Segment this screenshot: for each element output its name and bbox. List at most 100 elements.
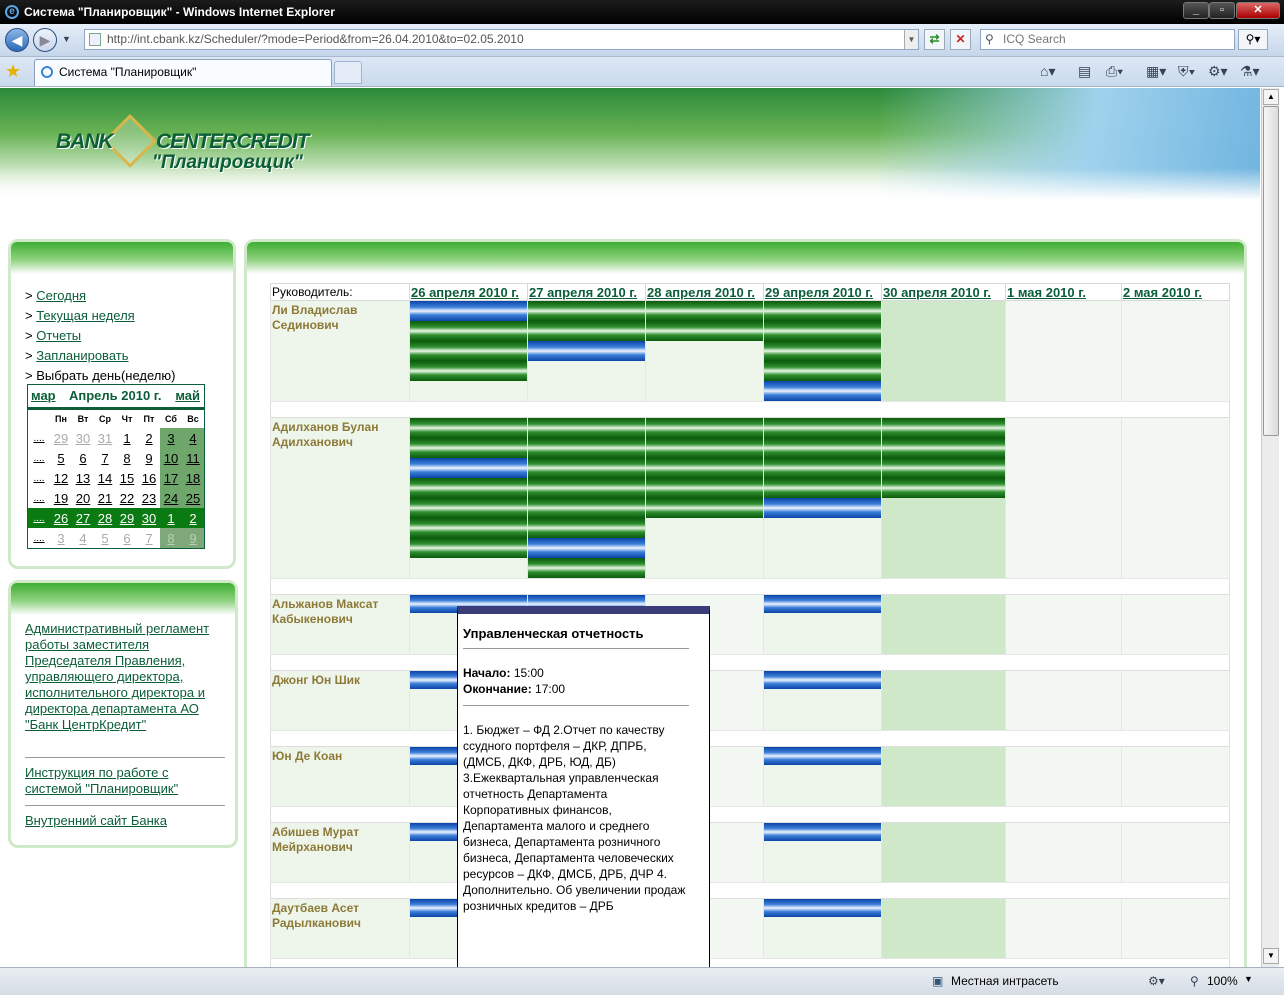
feeds-icon[interactable]: ▤ <box>1078 63 1092 79</box>
nav-item-today[interactable]: > Сегодня <box>25 288 87 303</box>
calendar-day[interactable]: 4 <box>182 428 204 448</box>
event-block-green[interactable] <box>764 478 881 498</box>
schedule-cell[interactable] <box>1005 670 1122 731</box>
schedule-cell[interactable] <box>1121 594 1230 655</box>
calendar-day[interactable]: 8 <box>123 450 131 466</box>
event-block-green[interactable] <box>764 438 881 458</box>
calendar-day[interactable]: 1 <box>160 508 182 528</box>
security-zone[interactable]: Местная интрасеть <box>951 974 1059 988</box>
calendar-day[interactable]: 5 <box>57 450 65 466</box>
day-header[interactable]: 2 мая 2010 г. <box>1121 283 1230 301</box>
event-block-green[interactable] <box>528 418 645 438</box>
schedule-cell[interactable] <box>1005 822 1122 883</box>
new-tab-button[interactable] <box>334 61 362 84</box>
event-block-green[interactable] <box>410 341 527 361</box>
event-block-green[interactable] <box>646 478 763 498</box>
calendar-day[interactable]: 12 <box>53 470 69 486</box>
event-block-blue[interactable] <box>528 341 645 361</box>
calendar-day[interactable]: 22 <box>119 490 135 506</box>
calendar-day[interactable]: 26 <box>50 508 72 528</box>
calendar-day[interactable]: 23 <box>141 490 157 506</box>
event-block-green[interactable] <box>528 558 645 578</box>
calendar-week-link[interactable]: .... <box>33 492 45 504</box>
schedule-cell[interactable] <box>527 300 646 402</box>
back-button[interactable]: ◀ <box>5 28 29 52</box>
calendar-day[interactable]: 6 <box>123 530 131 546</box>
calendar-week-link[interactable]: .... <box>33 472 45 484</box>
calendar-day[interactable]: 7 <box>145 530 153 546</box>
schedule-cell[interactable] <box>1121 898 1230 959</box>
schedule-cell[interactable] <box>881 300 1006 402</box>
calendar-day[interactable]: 29 <box>116 508 138 528</box>
protected-mode-icon[interactable]: ⚙▾ <box>1148 974 1165 988</box>
calendar-week-link[interactable]: .... <box>33 532 45 544</box>
calendar-day[interactable]: 17 <box>160 468 182 488</box>
day-header[interactable]: 30 апреля 2010 г. <box>881 283 1006 301</box>
calendar-prev-month[interactable]: мар <box>31 388 56 403</box>
close-window-button[interactable]: ✕ <box>1236 2 1280 19</box>
schedule-cell[interactable] <box>763 670 882 731</box>
calendar-day[interactable]: 2 <box>182 508 204 528</box>
event-block-green[interactable] <box>764 341 881 361</box>
schedule-cell[interactable] <box>645 417 764 579</box>
calendar-week-link[interactable]: .... <box>33 432 45 444</box>
event-block-green[interactable] <box>882 478 1005 498</box>
schedule-cell[interactable] <box>409 417 528 579</box>
calendar-day[interactable]: 21 <box>97 490 113 506</box>
schedule-cell[interactable] <box>881 417 1006 579</box>
nav-item-week[interactable]: > Текущая неделя <box>25 308 135 323</box>
event-block-green[interactable] <box>528 458 645 478</box>
favorites-star-icon[interactable]: ★ <box>5 61 22 81</box>
calendar-day[interactable]: 30 <box>75 430 91 446</box>
recent-pages-dropdown[interactable]: ▼ <box>62 34 71 44</box>
calendar-day[interactable]: 16 <box>141 470 157 486</box>
event-block-green[interactable] <box>410 478 527 498</box>
event-block-green[interactable] <box>646 458 763 478</box>
scroll-down-button[interactable]: ▼ <box>1263 948 1279 964</box>
event-block-green[interactable] <box>528 478 645 498</box>
refresh-icon[interactable]: ⇄ <box>924 29 945 50</box>
home-icon[interactable]: ⌂▾ <box>1040 63 1056 79</box>
tools-gear-icon[interactable]: ⚙▾ <box>1208 63 1228 79</box>
event-block-green[interactable] <box>764 361 881 381</box>
calendar-day[interactable]: 2 <box>145 430 153 446</box>
link-instruction[interactable]: Инструкция по работе с системой "Планиро… <box>25 765 179 796</box>
event-block-green[interactable] <box>764 418 881 438</box>
event-block-green[interactable] <box>646 418 763 438</box>
print-icon[interactable]: ⎙▾ <box>1106 63 1124 79</box>
calendar-day[interactable]: 7 <box>101 450 109 466</box>
calendar-day[interactable]: 15 <box>119 470 135 486</box>
calendar-day[interactable]: 10 <box>160 448 182 468</box>
schedule-cell[interactable] <box>763 417 882 579</box>
event-block-green[interactable] <box>528 321 645 341</box>
calendar-day[interactable]: 24 <box>160 488 182 508</box>
schedule-cell[interactable] <box>1121 670 1230 731</box>
schedule-cell[interactable] <box>1005 594 1122 655</box>
event-block-green[interactable] <box>528 438 645 458</box>
calendar-day[interactable]: 5 <box>101 530 109 546</box>
schedule-cell[interactable] <box>409 300 528 402</box>
maximize-button[interactable]: ▫ <box>1209 2 1235 19</box>
event-block-green[interactable] <box>882 418 1005 438</box>
schedule-cell[interactable] <box>763 746 882 807</box>
calendar-day[interactable]: 11 <box>182 448 204 468</box>
event-block-green[interactable] <box>528 518 645 538</box>
event-block-green[interactable] <box>646 321 763 341</box>
event-block-green[interactable] <box>528 301 645 321</box>
event-block-green[interactable] <box>646 438 763 458</box>
research-icon[interactable]: ⚗▾ <box>1240 63 1260 79</box>
search-input[interactable]: ⚲ ICQ Search <box>980 29 1235 50</box>
event-block-green[interactable] <box>882 438 1005 458</box>
scroll-thumb[interactable] <box>1263 106 1279 436</box>
calendar-day[interactable]: 28 <box>94 508 116 528</box>
day-header[interactable]: 28 апреля 2010 г. <box>645 283 764 301</box>
event-block-green[interactable] <box>764 321 881 341</box>
day-header[interactable]: 27 апреля 2010 г. <box>527 283 646 301</box>
schedule-cell[interactable] <box>763 822 882 883</box>
zoom-dropdown-icon[interactable]: ▼ <box>1244 974 1253 984</box>
calendar-day[interactable]: 9 <box>182 528 204 548</box>
event-block-green[interactable] <box>410 498 527 518</box>
event-block-green[interactable] <box>410 438 527 458</box>
schedule-cell[interactable] <box>881 746 1006 807</box>
event-block-green[interactable] <box>410 518 527 538</box>
